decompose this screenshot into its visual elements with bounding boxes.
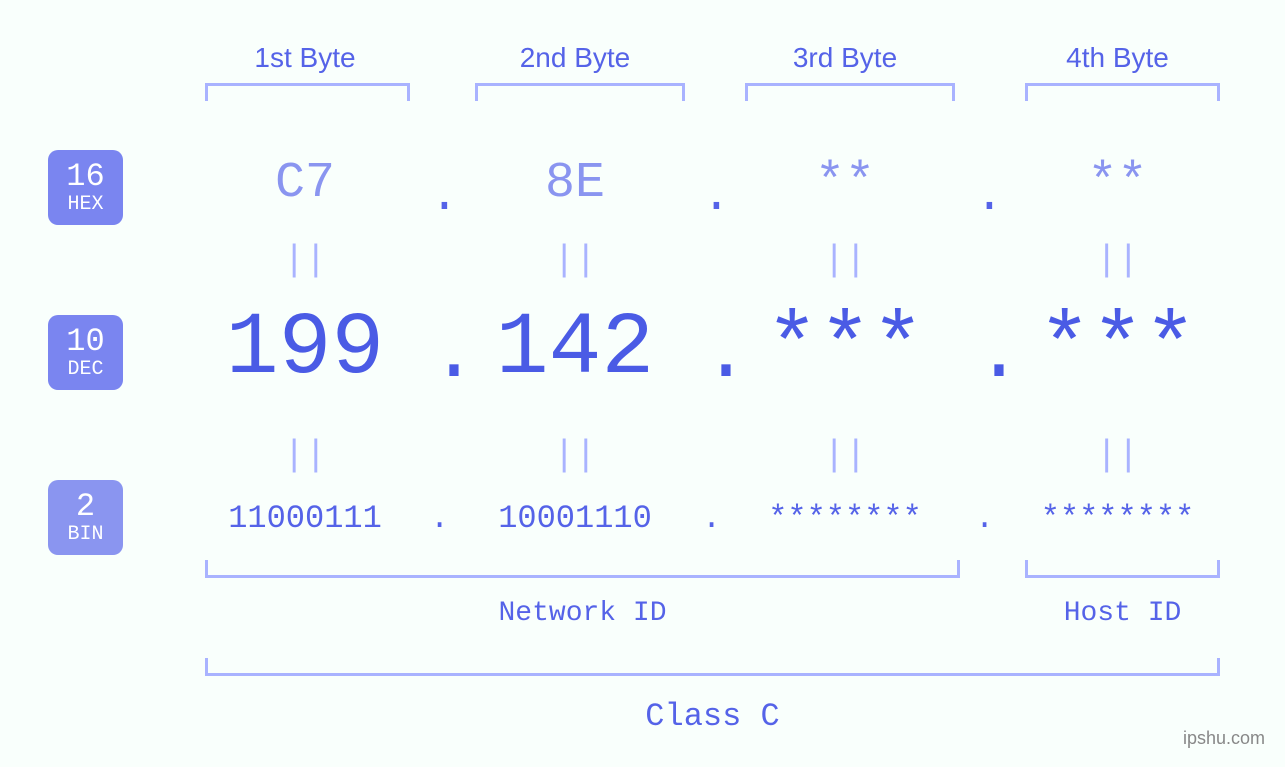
byte-header-1: 1st Byte [185, 42, 425, 74]
bracket-byte-1 [205, 83, 410, 101]
equals-3b: || [725, 435, 965, 476]
dot-hex-1: . [430, 170, 459, 224]
dec-value-3: *** [725, 300, 965, 399]
bin-value-2: 10001110 [455, 500, 695, 537]
byte-header-2: 2nd Byte [455, 42, 695, 74]
byte-header-3: 3rd Byte [725, 42, 965, 74]
watermark: ipshu.com [1183, 728, 1265, 749]
badge-hex-label: HEX [67, 195, 103, 215]
bin-value-1: 11000111 [185, 500, 425, 537]
badge-dec-base: 10 [66, 326, 104, 358]
equals-1b: || [185, 435, 425, 476]
hex-value-3: ** [725, 155, 965, 212]
dot-hex-3: . [975, 170, 1004, 224]
equals-3a: || [725, 240, 965, 281]
dot-dec-3: . [975, 310, 1023, 401]
dot-bin-3: . [975, 500, 994, 537]
equals-2a: || [455, 240, 695, 281]
bracket-byte-3 [745, 83, 955, 101]
bin-value-3: ******** [725, 500, 965, 537]
badge-dec-label: DEC [67, 360, 103, 380]
label-host-id: Host ID [1025, 598, 1220, 629]
equals-1a: || [185, 240, 425, 281]
badge-bin-label: BIN [67, 525, 103, 545]
dot-dec-2: . [702, 310, 750, 401]
dec-value-2: 142 [455, 300, 695, 399]
equals-4a: || [1000, 240, 1235, 281]
hex-value-1: C7 [185, 155, 425, 212]
label-class: Class C [205, 698, 1220, 735]
ip-diagram: 16 HEX 10 DEC 2 BIN 1st Byte C7 || 199 |… [0, 0, 1285, 767]
dec-value-4: *** [1000, 300, 1235, 399]
dot-bin-1: . [430, 500, 449, 537]
label-network-id: Network ID [205, 598, 960, 629]
bracket-byte-4 [1025, 83, 1220, 101]
dot-bin-2: . [702, 500, 721, 537]
equals-2b: || [455, 435, 695, 476]
hex-value-2: 8E [455, 155, 695, 212]
badge-bin-base: 2 [76, 491, 95, 523]
badge-hex-base: 16 [66, 161, 104, 193]
bracket-byte-2 [475, 83, 685, 101]
byte-header-4: 4th Byte [1000, 42, 1235, 74]
dot-hex-2: . [702, 170, 731, 224]
hex-value-4: ** [1000, 155, 1235, 212]
bracket-class [205, 658, 1220, 676]
bracket-network [205, 560, 960, 578]
dot-dec-1: . [430, 310, 478, 401]
badge-bin: 2 BIN [48, 480, 123, 555]
bin-value-4: ******** [1000, 500, 1235, 537]
badge-dec: 10 DEC [48, 315, 123, 390]
badge-hex: 16 HEX [48, 150, 123, 225]
bracket-host [1025, 560, 1220, 578]
equals-4b: || [1000, 435, 1235, 476]
dec-value-1: 199 [185, 300, 425, 399]
